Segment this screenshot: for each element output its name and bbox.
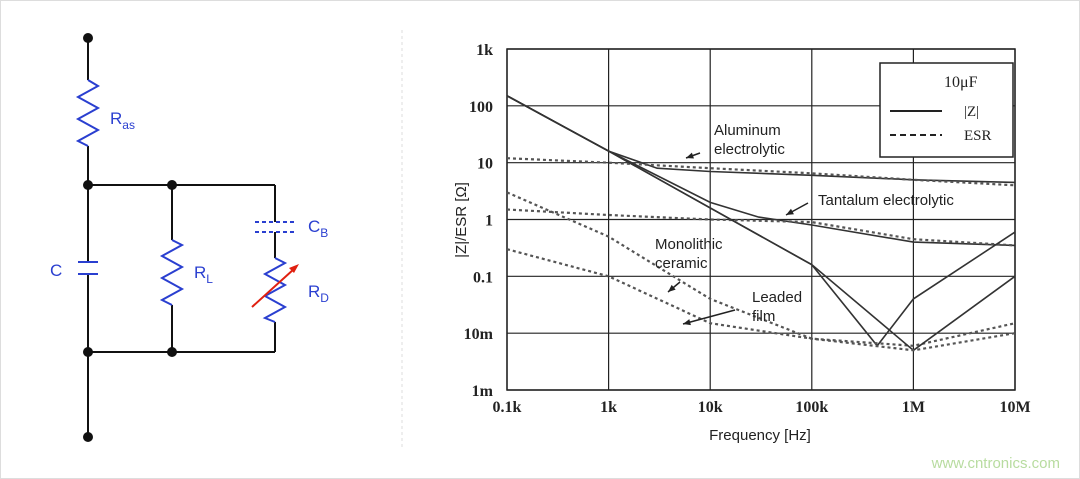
annotation: ceramic <box>655 255 708 272</box>
y-axis-label: |Z|/ESR [Ω] <box>453 182 470 258</box>
label-main: R <box>308 282 320 301</box>
arrow-head <box>289 264 299 273</box>
watermark: www.cntronics.com <box>931 455 1060 472</box>
label-sub: L <box>206 272 213 286</box>
y-tick-label: 1 <box>485 213 493 230</box>
node <box>83 347 93 357</box>
label-main: R <box>110 109 122 128</box>
x-tick-label: 0.1k <box>493 399 522 416</box>
annotation: Aluminum <box>714 122 781 139</box>
label-sub: D <box>320 291 329 305</box>
resistor <box>75 79 101 147</box>
x-tick-label: 10k <box>698 399 723 416</box>
annotation: Monolithic <box>655 236 723 253</box>
label-main: C <box>50 261 62 280</box>
resistor <box>262 257 288 323</box>
component-label: CB <box>308 217 328 240</box>
annotation: film <box>752 308 775 325</box>
nodes <box>83 33 177 442</box>
circuit <box>75 33 299 442</box>
annotation: electrolytic <box>714 141 785 158</box>
component-label: C <box>50 261 62 280</box>
y-tick-label: 100 <box>469 99 493 116</box>
series-line <box>506 157 1016 187</box>
node <box>83 432 93 442</box>
component-label: RD <box>308 282 329 305</box>
annotation: Leaded <box>752 289 802 306</box>
annotation: Tantalum electrolytic <box>818 192 954 209</box>
variable-arrow <box>251 268 295 308</box>
y-tick-label: 10m <box>464 326 494 343</box>
y-tick-label: 10 <box>477 156 493 173</box>
arrow-head <box>683 319 691 326</box>
component-label: RL <box>194 263 213 286</box>
y-tick-label: 0.1 <box>473 269 493 286</box>
y-tick-label: 1k <box>476 42 493 59</box>
arrow-head <box>686 152 694 159</box>
legend-label: ESR <box>964 128 992 144</box>
x-tick-label: 1k <box>600 399 617 416</box>
capacitor <box>78 261 98 275</box>
legend-label: |Z| <box>964 104 979 120</box>
label-main: R <box>194 263 206 282</box>
legend-title: 10μF <box>944 74 978 91</box>
resistor <box>159 239 185 306</box>
wires <box>87 38 276 437</box>
series-line <box>506 95 1016 352</box>
x-axis-label: Frequency [Hz] <box>709 427 811 444</box>
component-label: Ras <box>110 109 135 132</box>
arrow-head <box>668 284 676 292</box>
node <box>167 347 177 357</box>
y-tick-label: 1m <box>472 383 494 400</box>
label-sub: B <box>320 226 328 240</box>
x-tick-label: 1M <box>902 399 925 416</box>
label-sub: as <box>122 118 135 132</box>
node <box>167 180 177 190</box>
annotation-arrow <box>682 309 736 325</box>
node <box>83 180 93 190</box>
arrow-head <box>786 208 794 215</box>
series-line <box>506 248 1016 352</box>
series-line <box>506 191 1016 347</box>
x-tick-label: 100k <box>795 399 828 416</box>
label-main: C <box>308 217 320 236</box>
node <box>83 33 93 43</box>
x-tick-label: 10M <box>999 399 1030 416</box>
series-line <box>506 208 1016 247</box>
